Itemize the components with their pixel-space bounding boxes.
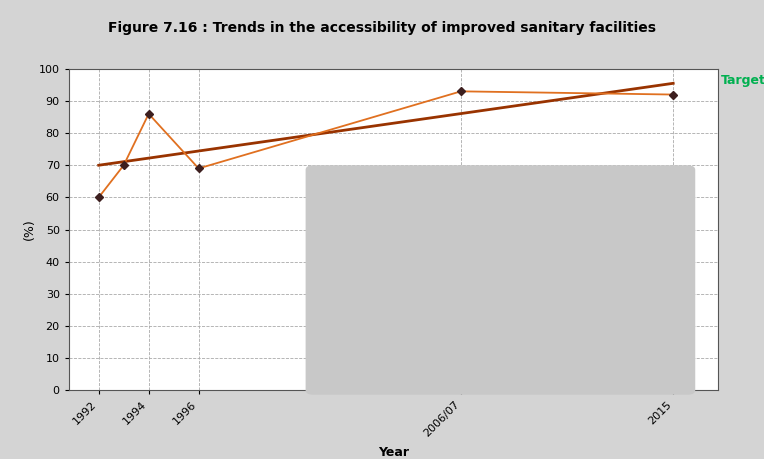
Bar	[587, 234, 606, 247]
Percentage with imp. sanitation	[144, 111, 154, 117]
Bar	[606, 234, 622, 247]
Line: Percentage with imp. sanitation: Percentage with imp. sanitation	[96, 89, 676, 200]
Bar	[351, 234, 587, 247]
Percentage with imp. sanitation	[456, 89, 465, 94]
Percentage with imp. sanitation	[119, 162, 128, 168]
Percentage with imp. sanitation	[194, 166, 203, 171]
X-axis label: Year: Year	[378, 446, 409, 459]
Legend: Exclusively for  the household, Share w ith  other, None: Exclusively for the household, Share w i…	[333, 323, 501, 366]
Text: Target: Target	[720, 73, 764, 87]
Y-axis label: (%): (%)	[23, 218, 36, 241]
Text: Figure 7.16 : Trends in the accessibility of improved sanitary facilities: Figure 7.16 : Trends in the accessibilit…	[108, 21, 656, 35]
Bar	[351, 281, 546, 295]
Bar	[546, 281, 573, 295]
Percentage with imp. sanitation	[668, 92, 678, 97]
Bar	[573, 281, 622, 295]
Percentage with imp. sanitation	[94, 195, 103, 200]
